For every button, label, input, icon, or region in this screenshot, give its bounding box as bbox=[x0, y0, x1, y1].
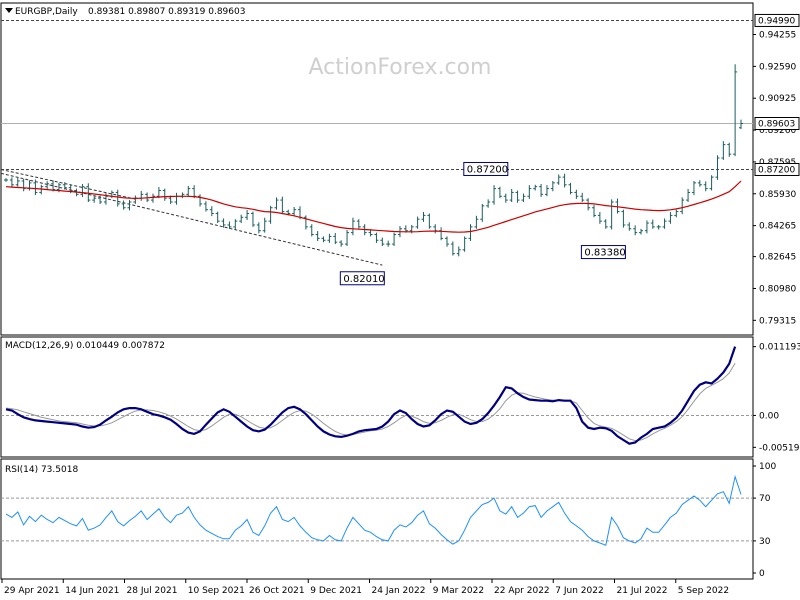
price-annotation: 0.83380 bbox=[580, 245, 626, 260]
rsi-tick-label: 70 bbox=[759, 494, 771, 504]
time-tick-label: 21 Jul 2022 bbox=[617, 586, 668, 596]
dropdown-triangle-icon[interactable] bbox=[5, 8, 13, 13]
macd-line bbox=[5, 346, 737, 445]
time-tick-label: 10 Sep 2021 bbox=[188, 586, 245, 596]
time-axis: 29 Apr 2021 14 Jun 2021 28 Jul 2021 10 Sep … bbox=[1, 579, 729, 596]
price-tick-label: 0.92590 bbox=[759, 62, 796, 72]
macd-tick-label: 0.011193 bbox=[759, 343, 800, 353]
trendline-upper bbox=[0, 168, 136, 200]
price-title: EURGBP,Daily bbox=[15, 7, 78, 17]
rsi-tick-label: 100 bbox=[759, 462, 776, 472]
price-levels bbox=[1, 19, 753, 170]
price-annotation: 0.87200 bbox=[463, 161, 509, 176]
price-tag: 0.94990 bbox=[754, 13, 800, 27]
annotation-label: 0.82010 bbox=[343, 274, 384, 285]
price-tag-label: 0.89603 bbox=[758, 120, 795, 130]
macd-signal-line bbox=[5, 362, 736, 442]
macd-tick-label: 0.00 bbox=[759, 411, 779, 421]
time-tick-label: 7 Jun 2022 bbox=[555, 586, 603, 596]
price-tick-label: 0.94255 bbox=[759, 31, 796, 41]
annotation-label: 0.87200 bbox=[467, 164, 508, 175]
annotations: 0.87200 0.83380 0.82010 bbox=[339, 161, 626, 286]
macd-panel-frame bbox=[0, 336, 754, 458]
annotation-label: 0.83380 bbox=[584, 248, 625, 259]
price-tick-label: 0.82645 bbox=[759, 253, 796, 263]
time-tick-label: 9 Mar 2022 bbox=[433, 586, 484, 596]
macd-tick-label: -0.005191 bbox=[759, 443, 800, 453]
price-tag-box bbox=[754, 117, 800, 131]
annotation-box bbox=[580, 245, 626, 260]
time-tick-label: 28 Jul 2021 bbox=[127, 586, 178, 596]
annotation-box bbox=[339, 271, 385, 286]
time-tick-label: 29 Apr 2021 bbox=[4, 586, 60, 596]
price-tick-label: 0.90925 bbox=[759, 94, 796, 104]
price-annotation: 0.82010 bbox=[339, 271, 385, 286]
rsi-line bbox=[5, 474, 742, 546]
rsi-levels bbox=[1, 497, 753, 542]
price-tag: 0.89603 bbox=[754, 117, 800, 131]
macd-axis: 0.011193 0.00 -0.005191 bbox=[753, 343, 800, 453]
rsi-tick-label: 30 bbox=[759, 537, 771, 547]
price-axis: 0.94255 0.92590 0.90925 0.89260 0.87595 0.859… bbox=[753, 31, 796, 326]
watermark: ActionForex.com bbox=[309, 55, 492, 80]
time-tick-label: 22 Apr 2022 bbox=[494, 586, 550, 596]
moving-average-line bbox=[5, 180, 742, 233]
price-tick-label: 0.85930 bbox=[759, 190, 796, 200]
time-tick-label: 5 Sep 2022 bbox=[678, 586, 729, 596]
price-tag-label: 0.94990 bbox=[758, 16, 795, 26]
rsi-title: RSI(14) 73.5018 bbox=[5, 465, 78, 475]
rsi-tick-label: 0 bbox=[759, 569, 765, 579]
price-tag-box bbox=[754, 13, 800, 27]
price-tags: 0.94990 0.89603 0.87200 bbox=[754, 13, 800, 176]
ohlc-readout: 0.89381 0.89807 0.89319 0.89603 bbox=[88, 7, 245, 17]
price-tick-label: 0.84265 bbox=[759, 222, 796, 232]
macd-title: MACD(12,26,9) 0.010449 0.007872 bbox=[5, 341, 165, 351]
annotation-box bbox=[463, 161, 509, 176]
time-tick-label: 24 Jan 2022 bbox=[372, 586, 426, 596]
price-tag-box bbox=[754, 162, 800, 176]
rsi-panel-frame bbox=[0, 458, 754, 580]
time-tick-label: 9 Dec 2021 bbox=[310, 586, 362, 596]
time-tick-label: 26 Oct 2021 bbox=[249, 586, 305, 596]
rsi-axis: 100 70 30 0 bbox=[753, 462, 776, 579]
price-tag-label: 0.87200 bbox=[758, 165, 795, 175]
price-tag: 0.87200 bbox=[754, 162, 800, 176]
price-tick-label: 0.80980 bbox=[759, 284, 796, 294]
price-tick-label: 0.87595 bbox=[759, 158, 796, 168]
price-tick-label: 0.89260 bbox=[759, 126, 796, 136]
price-tick-label: 0.79315 bbox=[759, 316, 796, 326]
time-tick-label: 14 Jun 2021 bbox=[65, 586, 119, 596]
